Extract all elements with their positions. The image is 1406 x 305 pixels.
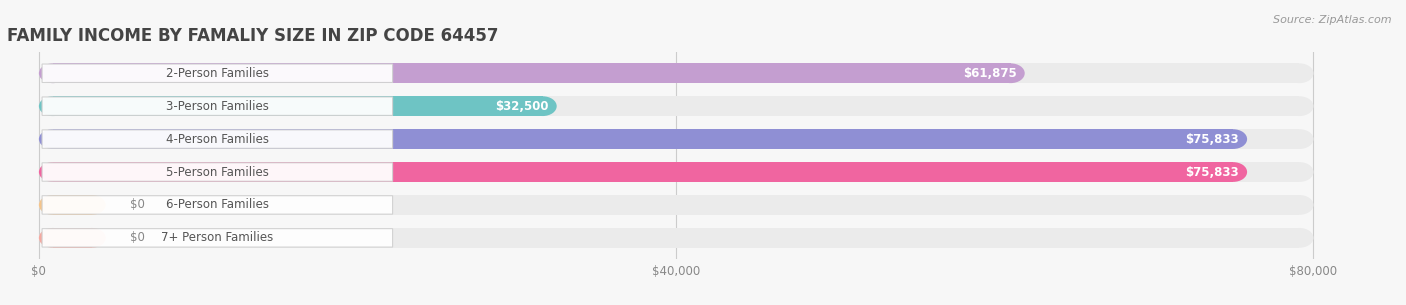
Bar <box>53 129 1299 149</box>
Ellipse shape <box>39 228 67 248</box>
Ellipse shape <box>1285 162 1313 182</box>
Bar <box>53 63 1299 83</box>
Ellipse shape <box>1285 195 1313 215</box>
Ellipse shape <box>39 195 67 215</box>
Ellipse shape <box>1219 162 1247 182</box>
Text: 3-Person Families: 3-Person Families <box>166 100 269 113</box>
Bar <box>53 96 543 116</box>
Ellipse shape <box>39 228 67 248</box>
FancyBboxPatch shape <box>42 163 392 181</box>
Ellipse shape <box>529 96 557 116</box>
Ellipse shape <box>77 195 105 215</box>
FancyBboxPatch shape <box>42 64 392 82</box>
Bar <box>53 162 1299 182</box>
Ellipse shape <box>77 228 105 248</box>
Bar <box>53 129 1233 149</box>
Ellipse shape <box>997 63 1025 83</box>
Bar <box>53 63 1011 83</box>
Text: 5-Person Families: 5-Person Families <box>166 166 269 178</box>
Ellipse shape <box>39 63 67 83</box>
Bar <box>53 162 1233 182</box>
Text: $0: $0 <box>129 199 145 211</box>
Bar <box>53 228 91 248</box>
Text: 4-Person Families: 4-Person Families <box>166 133 269 145</box>
Ellipse shape <box>1285 96 1313 116</box>
Text: $75,833: $75,833 <box>1185 166 1239 178</box>
Bar <box>53 195 1299 215</box>
Ellipse shape <box>1219 129 1247 149</box>
Ellipse shape <box>1285 129 1313 149</box>
Ellipse shape <box>39 162 67 182</box>
Text: $61,875: $61,875 <box>963 67 1017 80</box>
Bar <box>53 96 1299 116</box>
Bar <box>53 195 91 215</box>
Text: $0: $0 <box>129 231 145 244</box>
Text: 6-Person Families: 6-Person Families <box>166 199 269 211</box>
Text: 2-Person Families: 2-Person Families <box>166 67 269 80</box>
Ellipse shape <box>1285 63 1313 83</box>
FancyBboxPatch shape <box>42 97 392 115</box>
Text: $75,833: $75,833 <box>1185 133 1239 145</box>
Ellipse shape <box>39 195 67 215</box>
Text: FAMILY INCOME BY FAMALIY SIZE IN ZIP CODE 64457: FAMILY INCOME BY FAMALIY SIZE IN ZIP COD… <box>7 27 499 45</box>
Bar <box>53 228 1299 248</box>
Text: $32,500: $32,500 <box>495 100 548 113</box>
Ellipse shape <box>39 129 67 149</box>
FancyBboxPatch shape <box>42 130 392 148</box>
Ellipse shape <box>39 129 67 149</box>
Ellipse shape <box>39 162 67 182</box>
Ellipse shape <box>39 96 67 116</box>
Text: 7+ Person Families: 7+ Person Families <box>162 231 273 244</box>
Ellipse shape <box>39 63 67 83</box>
Ellipse shape <box>39 96 67 116</box>
Ellipse shape <box>1285 228 1313 248</box>
Text: Source: ZipAtlas.com: Source: ZipAtlas.com <box>1274 15 1392 25</box>
FancyBboxPatch shape <box>42 196 392 214</box>
FancyBboxPatch shape <box>42 229 392 247</box>
